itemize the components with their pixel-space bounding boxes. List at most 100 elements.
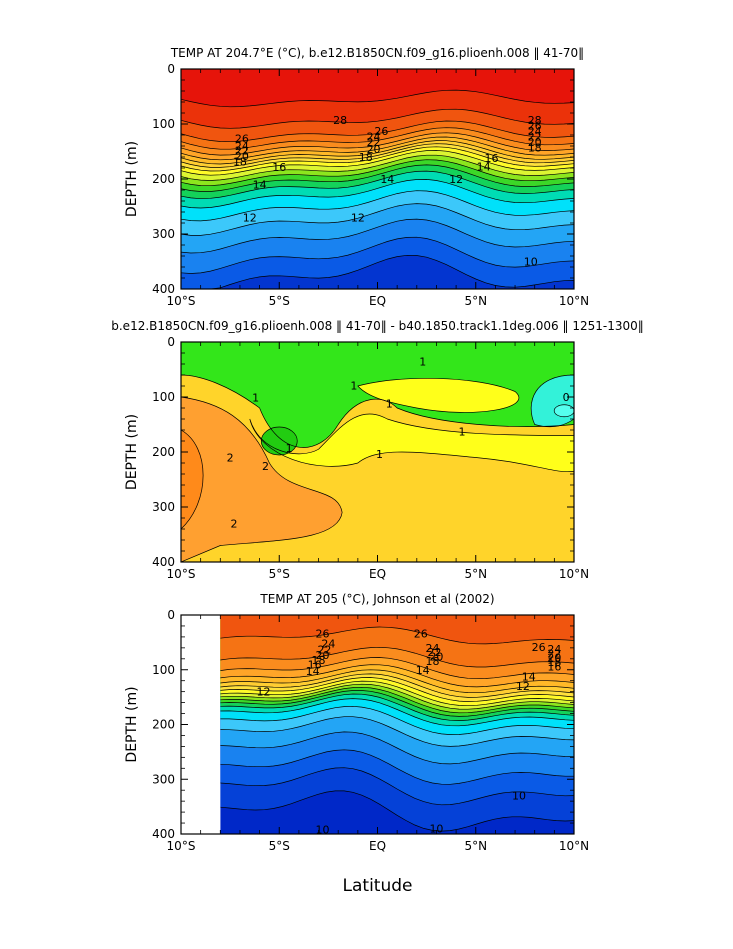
contour-line [181, 132, 574, 156]
contour-line [181, 136, 574, 161]
contour-line [357, 377, 520, 413]
contour-line [220, 657, 575, 680]
contour-label: 24 [235, 140, 249, 153]
contour-line [220, 626, 575, 645]
x-tick-label: 5°S [269, 294, 290, 308]
y-axis-label: DEPTH (m) [124, 686, 140, 762]
contour-label: 24 [547, 643, 561, 656]
y-tick-label: 0 [167, 608, 175, 622]
x-tick-label: 5°N [464, 839, 487, 853]
x-tick-label: 10°S [167, 294, 196, 308]
contour-label: 18 [233, 155, 247, 168]
x-tick-label: 5°S [269, 839, 290, 853]
contour-line [181, 236, 574, 274]
contour-label: 1 [386, 398, 393, 411]
y-tick-label: 400 [152, 827, 175, 841]
y-tick-label: 0 [167, 62, 175, 76]
contour-label: 12 [257, 686, 271, 699]
panel-1-axes: 10°S 5°S EQ 5°N 10°N 0 100 200 300 400 DEPTH (m) TE… [124, 46, 589, 308]
contour-line [220, 790, 575, 832]
contour-line [220, 673, 575, 698]
contour-line [220, 731, 575, 765]
contour-label: 12 [516, 680, 530, 693]
y-tick-label: 300 [152, 500, 175, 514]
contour-line [181, 127, 574, 150]
contour-label: 18 [547, 656, 561, 669]
contour-label: 16 [484, 152, 498, 165]
contour-label: 1 [252, 392, 259, 405]
contour-line [181, 342, 574, 448]
y-tick-label: 100 [152, 117, 175, 131]
contour-line [181, 179, 574, 209]
contour-label: 16 [547, 660, 561, 673]
contour-line [181, 254, 574, 289]
contour-label: 18 [312, 654, 326, 667]
y-tick-label: 200 [152, 445, 175, 459]
x-tick-label: EQ [369, 567, 386, 581]
contour-label: 14 [253, 179, 267, 192]
contour-line [249, 413, 574, 473]
x-tick-label: 10°N [559, 839, 589, 853]
temperature-band [220, 615, 575, 644]
contour-line [181, 140, 574, 165]
contour-label: 18 [359, 151, 373, 164]
contour-label: 26 [235, 132, 249, 145]
y-tick-label: 100 [152, 390, 175, 404]
y-tick-label: 200 [152, 718, 175, 732]
x-tick-label: 10°N [559, 567, 589, 581]
contour-label: 16 [272, 161, 286, 174]
contour-line [181, 203, 574, 236]
contour-label: 26 [528, 120, 542, 133]
contour-label: 16 [308, 658, 322, 671]
contour-label: 22 [317, 643, 331, 656]
contour-label: 24 [367, 131, 381, 144]
difference-band [249, 413, 574, 472]
contour-label: 12 [449, 173, 463, 186]
contour-line [181, 190, 574, 222]
y-tick-label: 100 [152, 663, 175, 677]
contour-line [220, 767, 575, 806]
contour-label: 14 [477, 160, 491, 173]
contour-label: 20 [547, 652, 561, 665]
temperature-band [181, 69, 574, 107]
contour-line [181, 396, 343, 562]
contour-label: 24 [528, 125, 542, 138]
contour-label: 22 [235, 144, 249, 157]
contour-label: 1 [350, 379, 357, 392]
contour-line [220, 669, 575, 694]
contour-line [181, 218, 574, 254]
x-tick-label: 5°N [464, 567, 487, 581]
y-tick-label: 300 [152, 772, 175, 786]
y-tick-label: 0 [167, 335, 175, 349]
contour-line [220, 677, 575, 702]
y-tick-label: 400 [152, 555, 175, 569]
contour-line [220, 680, 575, 707]
x-tick-label: 5°S [269, 567, 290, 581]
x-tick-label: 10°S [167, 567, 196, 581]
contour-label: 1 [419, 355, 426, 368]
y-axis-label: DEPTH (m) [124, 141, 140, 217]
contour-label: 1 [376, 448, 383, 461]
contour-line [181, 108, 574, 129]
contour-label: 2 [231, 518, 238, 531]
contour-line [220, 705, 575, 735]
contour-label: 10 [429, 823, 443, 836]
x-tick-label: EQ [369, 294, 386, 308]
contour-line [220, 646, 575, 668]
contour-label: 18 [426, 655, 440, 668]
contour-line [220, 693, 575, 721]
contour-line [181, 159, 574, 187]
contour-line [220, 686, 575, 714]
contour-label: 10 [524, 256, 538, 269]
contour-label: 1 [458, 426, 465, 439]
contour-label: 10 [315, 824, 329, 837]
contour-label: 20 [429, 651, 443, 664]
panel-title: TEMP AT 204.7°E (°C), b.e12.B1850CN.f09_… [170, 46, 584, 60]
contour-label: 28 [528, 114, 542, 127]
contour-label: 1 [286, 442, 293, 455]
contour-label: 22 [528, 131, 542, 144]
contour-label: 14 [380, 173, 394, 186]
difference-band [181, 397, 343, 562]
